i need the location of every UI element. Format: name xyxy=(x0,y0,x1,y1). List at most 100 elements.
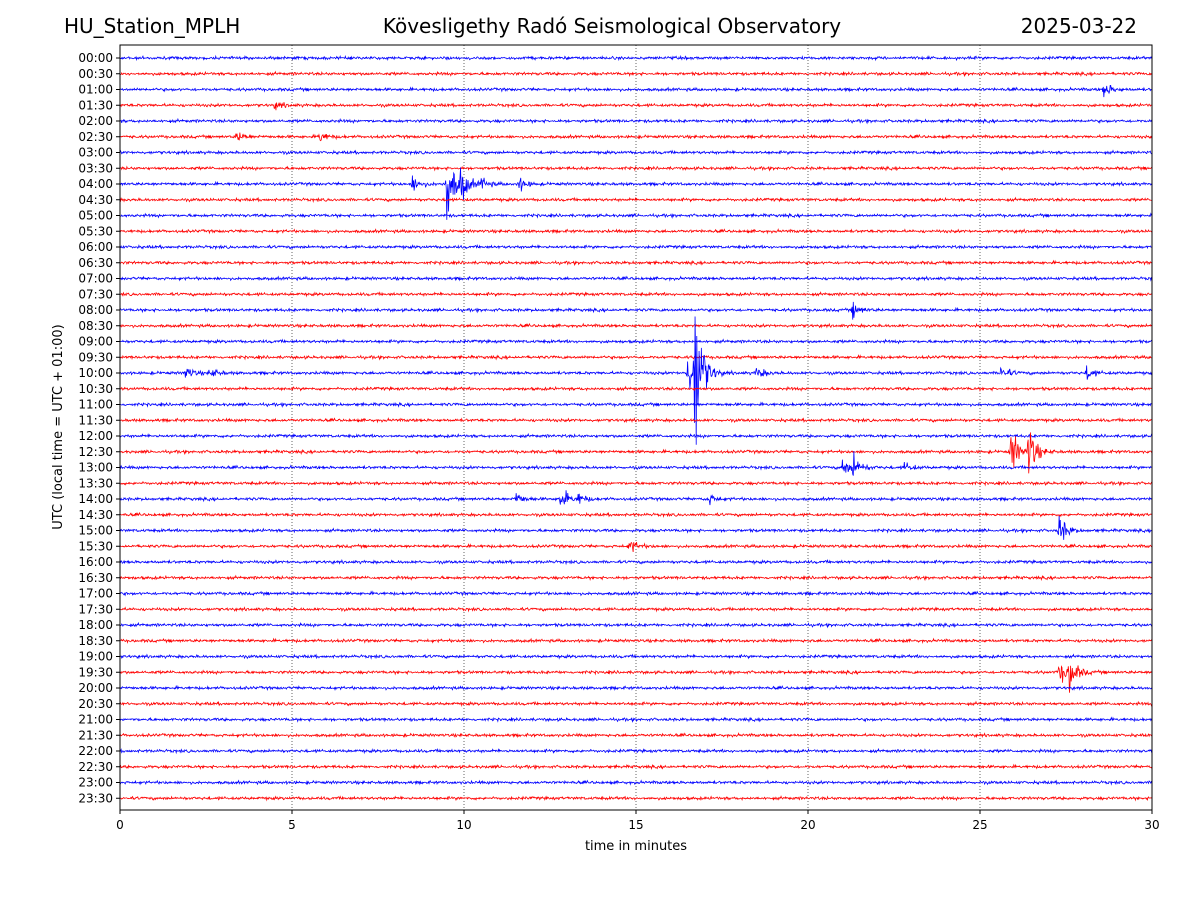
seismogram-trace xyxy=(119,574,1153,582)
seismogram-trace xyxy=(119,117,1153,125)
seismogram-trace xyxy=(119,684,1153,692)
y-tick-label: 15:30 xyxy=(78,539,113,553)
y-tick-label: 18:00 xyxy=(78,618,113,632)
seismogram-trace xyxy=(119,621,1153,629)
seismogram-trace xyxy=(119,338,1153,345)
seismogram-trace xyxy=(119,779,1153,786)
seismogram-trace xyxy=(119,291,1153,298)
y-tick-label: 19:30 xyxy=(78,665,113,679)
seismogram-trace xyxy=(119,243,1153,251)
seismogram-trace xyxy=(119,432,1153,440)
seismogram-trace xyxy=(119,665,1153,693)
seismogram-trace xyxy=(119,763,1153,771)
seismogram-trace xyxy=(119,490,1153,506)
seismogram-trace xyxy=(119,700,1153,707)
y-tick-label: 07:00 xyxy=(78,272,113,286)
seismogram-trace xyxy=(119,385,1153,392)
x-tick-label: 0 xyxy=(116,818,124,832)
y-tick-label: 01:00 xyxy=(78,83,113,97)
seismogram-trace xyxy=(119,259,1153,267)
seismogram-trace xyxy=(119,558,1153,566)
y-tick-label: 08:00 xyxy=(78,303,113,317)
y-tick-label: 10:00 xyxy=(78,366,113,380)
y-tick-label: 07:30 xyxy=(78,287,113,301)
y-tick-label: 17:00 xyxy=(78,587,113,601)
y-tick-label: 16:00 xyxy=(78,555,113,569)
x-tick-label: 15 xyxy=(628,818,643,832)
seismogram-trace xyxy=(119,167,1153,220)
y-tick-label: 10:30 xyxy=(78,382,113,396)
x-tick-label: 25 xyxy=(972,818,987,832)
seismogram-trace xyxy=(119,541,1153,553)
y-tick-label: 12:00 xyxy=(78,429,113,443)
y-tick-label: 06:30 xyxy=(78,256,113,270)
y-tick-label: 17:30 xyxy=(78,602,113,616)
seismogram-trace xyxy=(119,102,1153,111)
seismogram-trace xyxy=(119,732,1153,739)
seismogram-trace xyxy=(119,70,1153,78)
y-tick-label: 05:00 xyxy=(78,209,113,223)
seismogram-trace xyxy=(119,511,1153,519)
y-tick-label: 22:30 xyxy=(78,760,113,774)
seismogram-trace xyxy=(119,432,1153,474)
seismogram-trace xyxy=(119,653,1153,660)
seismogram-trace xyxy=(119,84,1153,98)
seismogram-trace xyxy=(119,590,1152,597)
y-tick-label: 18:30 xyxy=(78,634,113,648)
x-tick-label: 5 xyxy=(288,818,296,832)
y-tick-label: 20:30 xyxy=(78,697,113,711)
y-tick-label: 11:30 xyxy=(78,413,113,427)
y-tick-label: 14:30 xyxy=(78,508,113,522)
seismogram-trace xyxy=(119,606,1153,613)
y-tick-label: 06:00 xyxy=(78,240,113,254)
y-tick-label: 04:30 xyxy=(78,193,113,207)
seismogram-trace xyxy=(119,795,1153,802)
y-tick-label: 03:00 xyxy=(78,146,113,160)
x-tick-label: 20 xyxy=(800,818,815,832)
chart-title: Kövesligethy Radó Seismological Observat… xyxy=(382,14,842,38)
seismogram-trace xyxy=(119,401,1153,408)
y-tick-label: 21:00 xyxy=(78,713,113,727)
seismogram-trace xyxy=(119,54,1153,62)
seismogram-trace xyxy=(119,149,1153,156)
seismogram-trace xyxy=(119,275,1153,282)
seismogram-trace xyxy=(119,196,1153,203)
station-name: HU_Station_MPLH xyxy=(64,14,241,38)
seismogram-trace xyxy=(119,417,1153,424)
y-tick-label: 15:00 xyxy=(78,524,113,538)
x-tick-label: 10 xyxy=(456,818,471,832)
y-tick-label: 08:30 xyxy=(78,319,113,333)
y-tick-label: 21:30 xyxy=(78,728,113,742)
seismogram-trace xyxy=(119,165,1153,172)
seismogram-trace xyxy=(120,132,1153,142)
seismogram-trace xyxy=(119,451,1153,476)
seismogram-trace xyxy=(119,480,1153,487)
y-tick-label: 09:00 xyxy=(78,335,113,349)
seismogram-trace xyxy=(119,515,1152,540)
y-tick-label: 00:00 xyxy=(78,51,113,65)
grid-lines xyxy=(291,45,981,810)
y-tick-label: 13:30 xyxy=(78,476,113,490)
seismogram-trace xyxy=(119,637,1153,645)
x-axis-label: time in minutes xyxy=(585,839,687,854)
x-tick-label: 30 xyxy=(1144,818,1159,832)
y-tick-label: 04:00 xyxy=(78,177,113,191)
chart-date: 2025-03-22 xyxy=(1020,14,1137,38)
y-tick-label: 02:00 xyxy=(78,114,113,128)
x-axis-ticks: 0 5 10 15 20 25 30 xyxy=(116,810,1160,832)
y-tick-label: 01:30 xyxy=(78,98,113,112)
y-tick-label: 13:00 xyxy=(78,461,113,475)
y-tick-label: 09:30 xyxy=(78,350,113,364)
seismogram-traces xyxy=(119,54,1153,802)
seismogram-trace xyxy=(119,212,1153,219)
seismogram-trace xyxy=(119,747,1153,755)
seismogram-trace xyxy=(119,354,1153,361)
y-tick-label: 19:00 xyxy=(78,650,113,664)
seismogram-trace xyxy=(119,322,1153,329)
y-tick-label: 05:30 xyxy=(78,224,113,238)
seismogram-trace xyxy=(119,716,1153,723)
y-tick-label: 23:00 xyxy=(78,776,113,790)
seismogram-trace xyxy=(119,228,1153,235)
